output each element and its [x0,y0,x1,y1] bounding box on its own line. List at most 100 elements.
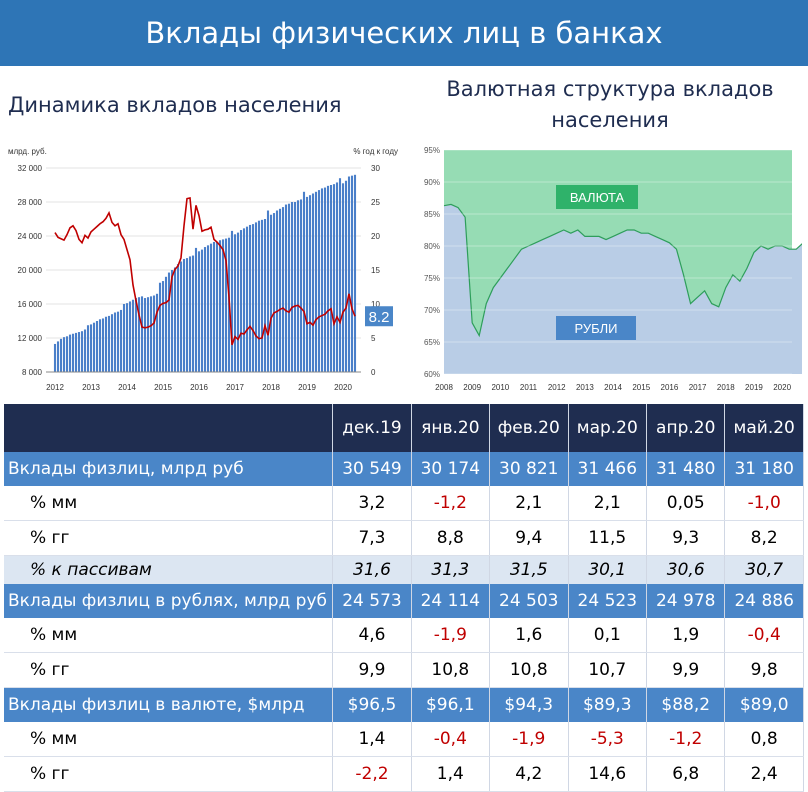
deposit-bar [119,309,123,372]
table-cell: 30,1 [568,555,648,584]
row-label: % гг [4,652,334,688]
x-tick-label: 2017 [689,383,707,392]
table-cell: 2,1 [568,486,648,521]
table-cell: -1,9 [489,722,569,757]
x-tick-label: 2014 [604,383,622,392]
table-cell: 24 886 [724,584,804,618]
table-cell: -1,2 [411,486,490,521]
deposit-bar [314,191,318,372]
table-cell: 10,8 [411,652,490,688]
deposit-bar [98,319,102,372]
deposit-bar [128,301,132,372]
deposit-bar [329,185,333,372]
deposit-bar [62,337,66,372]
deposit-bar [164,276,168,372]
deposit-bar [278,208,282,372]
deposit-bar [281,207,285,372]
deposit-bar [86,325,90,372]
deposit-bar [155,293,159,372]
deposit-bar [275,210,279,372]
deposit-bar [224,238,228,372]
deposit-bar [92,322,96,372]
deposit-bar [74,332,78,372]
y-right-tick-label: 30 [371,164,380,173]
table-row: % гг 7,3 8,8 9,4 11,5 9,3 8,2 [4,520,804,556]
fx-label-box [556,185,638,209]
table-cell: $96,1 [411,687,490,722]
x-tick-label: 2013 [82,383,100,392]
table-cell: -2,2 [332,756,412,792]
table-cell: 9,9 [646,652,726,688]
y-left-tick-label: 20 000 [18,266,43,275]
deposits-dynamics-chart: 8 000 12 000 16 000 20 000 24 000 28 000 32 00… [6,140,400,400]
x-tick-label: 2010 [491,383,509,392]
table-cell: 9,9 [332,652,412,688]
table-cell: 9,8 [724,652,804,688]
deposit-bar [182,258,186,372]
deposit-bar [308,195,312,372]
y-right-tick-label: 10 [371,300,380,309]
deposit-bar [290,202,294,372]
page-title: Вклады физических лиц в банках [0,0,808,66]
row-label: % гг [4,520,334,556]
deposit-bar [203,247,207,372]
deposit-bar [185,258,189,372]
deposit-bar [167,272,171,372]
table-cell: 6,8 [646,756,726,792]
deposit-bar [239,230,243,372]
deposit-bar [353,174,357,372]
deposit-bar [272,213,276,372]
table-cell: $94,3 [489,687,569,722]
right-chart-heading: Валютная структура вкладов населения [446,76,774,133]
deposit-bar [179,261,183,372]
y-left-axis-label: млрд. руб. [8,147,47,156]
row-label: % мм [4,722,334,757]
deposit-bar [158,282,162,372]
deposit-bar [230,230,234,372]
table-cell: 0,8 [724,722,804,757]
table-row: % гг -2,2 1,4 4,2 14,6 6,8 2,4 [4,756,804,792]
table-row: % мм 3,2 -1,2 2,1 2,1 0,05 -1,0 [4,486,804,521]
deposit-bar [236,232,240,372]
x-tick-label: 2020 [773,383,791,392]
row-label: % гг [4,756,334,792]
y-left-tick-label: 16 000 [18,300,43,309]
deposit-bar [146,297,150,372]
table-cell: $96,5 [332,687,412,722]
table-cell: 4,2 [489,756,569,792]
deposit-bar [350,175,354,372]
rub-share-area [444,204,802,374]
deposit-bar [284,204,288,372]
rub-series-label: РУБЛИ [574,321,617,336]
deposit-bar [80,331,84,372]
table-cell: -0,4 [411,722,490,757]
currency-structure-svg: 60% 65% 70% 75% 80% 85% 90% 95% 2008 2009 2010 2011… [424,146,802,392]
deposit-bar [266,210,270,372]
deposit-bar [134,298,138,372]
table-cell: 30,6 [646,555,726,584]
deposit-bar [341,183,345,372]
deposit-bar [311,193,315,372]
deposit-bar [122,304,126,372]
x-tick-label: 2012 [548,383,566,392]
deposit-bar [251,224,255,372]
y-tick-label: 95% [424,146,440,155]
deposit-bar [245,226,249,372]
table-row: % к пассивам 31,6 31,3 31,5 30,1 30,6 30,7 [4,555,804,584]
deposit-bar [131,299,135,372]
table-cell: 24 978 [646,584,726,618]
deposit-bar [65,336,69,372]
column-header: дек.19 [332,404,412,452]
y-right-axis-label: % год к году [353,147,398,156]
row-label: Вклады физлиц, млрд руб [4,452,334,486]
deposit-bar [320,188,324,372]
deposit-bar [95,321,99,372]
deposit-bar [143,298,147,372]
x-tick-label: 2012 [46,383,64,392]
y-left-tick-label: 12 000 [18,334,43,343]
table-cell: 30 174 [411,452,490,486]
y-right-tick-label: 25 [371,198,380,207]
y-right-tick-label: 15 [371,266,380,275]
table-cell: 24 523 [568,584,648,618]
table-cell: 0,1 [568,618,648,653]
